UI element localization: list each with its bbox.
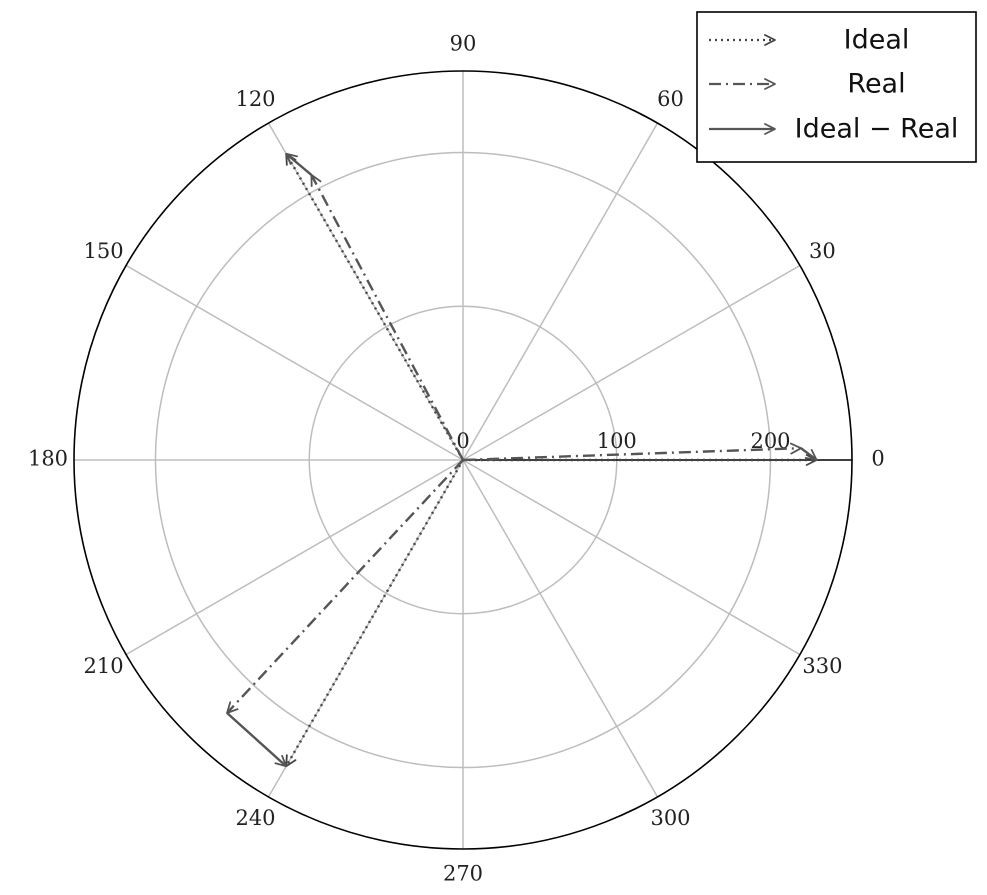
vector-dashdot-2 <box>226 459 464 714</box>
grid-spoke-300 <box>462 459 659 798</box>
grid-spoke-150 <box>125 264 464 461</box>
angle-tick-label: 330 <box>802 654 842 678</box>
grid-spoke-330 <box>462 459 801 656</box>
grid-spoke-60 <box>462 122 659 461</box>
angle-tick-label: 270 <box>443 862 483 886</box>
legend-label: Real <box>847 69 905 100</box>
vector-dotted-1 <box>285 152 465 461</box>
legend: Ideal Real Ideal − Real <box>696 11 977 163</box>
radial-tick-label: 0 <box>456 429 469 453</box>
vector-dotted-2 <box>285 459 465 768</box>
angle-tick-label: 120 <box>235 87 275 111</box>
angle-tick-label: 180 <box>28 447 68 471</box>
angle-tick-label: 30 <box>809 239 836 263</box>
vector-dashdot-1 <box>310 174 465 461</box>
polar-grid <box>73 70 853 850</box>
grid-spoke-210 <box>125 459 464 656</box>
vector-solid-1 <box>285 152 313 176</box>
vector-solid-2 <box>226 712 288 768</box>
angle-tick-label: 90 <box>450 32 477 56</box>
vector-series <box>226 152 818 768</box>
grid-spoke-30 <box>462 264 801 461</box>
legend-label: Ideal − Real <box>795 114 959 145</box>
angle-tick-label: 0 <box>871 447 884 471</box>
angle-tick-label: 300 <box>650 806 690 830</box>
angle-tick-label: 210 <box>84 654 124 678</box>
angle-tick-label: 150 <box>84 239 124 263</box>
outer-circle <box>73 70 853 850</box>
radial-tick-label: 100 <box>597 429 637 453</box>
legend-box <box>696 11 977 163</box>
legend-label: Ideal <box>844 25 910 56</box>
vector-dashdot-0 <box>462 442 802 462</box>
angle-tick-label: 60 <box>657 87 684 111</box>
vector-solid-0 <box>800 447 818 461</box>
angle-tick-label: 240 <box>235 806 275 830</box>
